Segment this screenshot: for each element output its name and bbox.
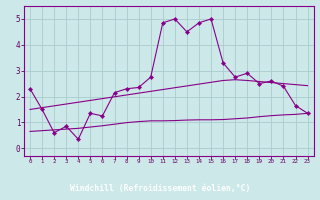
Text: Windchill (Refroidissement éolien,°C): Windchill (Refroidissement éolien,°C) [70,184,250,193]
